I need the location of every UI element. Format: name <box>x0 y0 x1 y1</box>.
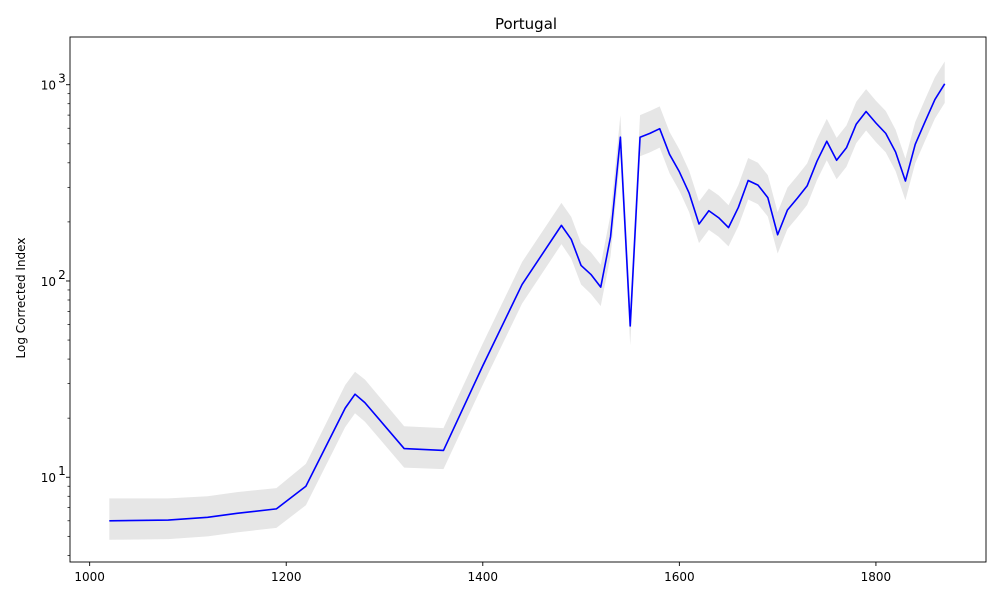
y-tick-exponent: 3 <box>58 72 66 86</box>
series-line <box>109 83 946 522</box>
x-axis: 1000 1200 1400 1600 1800 <box>74 562 891 584</box>
y-tick-label: 10 <box>41 471 56 485</box>
plot-frame <box>69 36 987 563</box>
y-tick-exponent: 2 <box>58 268 66 282</box>
x-tick-label: 1400 <box>468 570 499 584</box>
y-axis-label: Log Corrected Index <box>14 238 28 359</box>
y-tick-label: 10 <box>41 79 56 93</box>
chart-title: Portugal <box>495 15 557 33</box>
x-tick-label: 1600 <box>664 570 695 584</box>
confidence-band <box>109 61 945 540</box>
x-tick-label: 1200 <box>271 570 302 584</box>
x-tick-label: 1000 <box>74 570 105 584</box>
y-tick-label: 10 <box>41 275 56 289</box>
y-tick-exponent: 1 <box>58 464 66 478</box>
x-tick-label: 1800 <box>861 570 892 584</box>
plot-area <box>69 36 987 563</box>
